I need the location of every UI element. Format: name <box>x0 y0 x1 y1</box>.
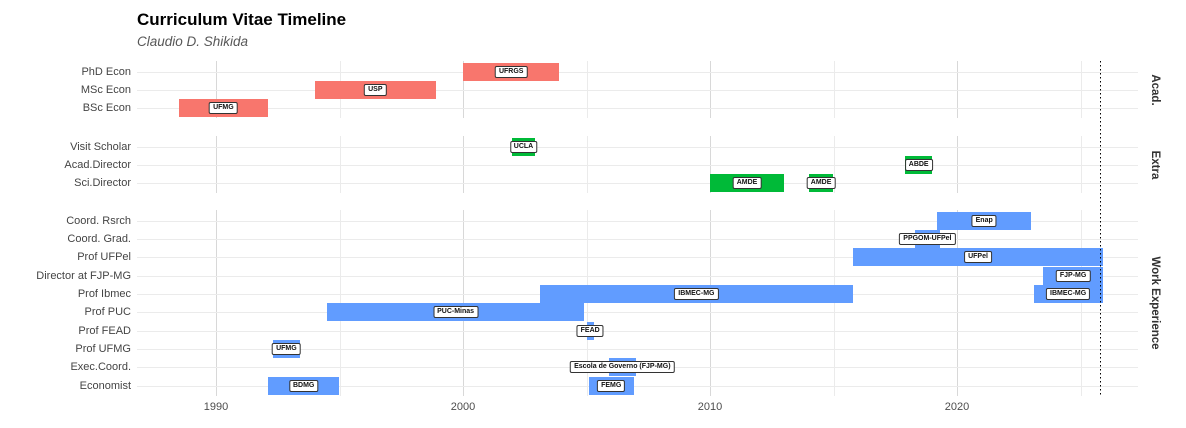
row-label: Coord. Grad. <box>67 232 131 245</box>
gridline-row-horizontal <box>137 330 1138 332</box>
gridline-major-vertical <box>463 136 464 193</box>
row-label: Acad.Director <box>64 158 131 171</box>
gridline-minor-vertical <box>339 136 341 193</box>
gridline-major-vertical <box>216 61 217 118</box>
gridline-minor-vertical <box>339 210 341 396</box>
gridline-minor-vertical <box>586 136 588 193</box>
facet-strip-label: Extra <box>1149 150 1161 179</box>
row-label: MSc Econ <box>80 83 131 96</box>
gridline-minor-vertical <box>833 210 835 396</box>
facet-panel: Enap PPGOM-UFPel UFPel FJP-MG IBMEC-MG IBMEC-… <box>137 210 1138 396</box>
row-label: Prof Ibmec <box>77 287 131 300</box>
gridline-row-horizontal <box>137 164 1138 166</box>
chart-title: Curriculum Vitae Timeline <box>137 10 347 29</box>
gridline-row-horizontal <box>137 275 1138 277</box>
gridline-major-vertical <box>463 210 464 396</box>
gridline-major-vertical <box>216 136 217 193</box>
x-axis-tick-label: 1990 <box>203 401 229 413</box>
chart-subtitle: Claudio D. Shikida <box>137 34 249 49</box>
gridline-row-horizontal <box>137 349 1138 350</box>
gridline-row-horizontal <box>137 238 1138 240</box>
bar-label: UFMG <box>209 102 238 115</box>
facet-strip-label: Acad. <box>1149 73 1161 106</box>
gridline-row-horizontal <box>137 220 1138 222</box>
today-marker-line <box>1100 61 1101 396</box>
bar-label: UFRGS <box>494 65 528 78</box>
gridline-row-horizontal <box>137 183 1138 185</box>
row-label: Visit Scholar <box>70 140 131 153</box>
gridline-major-vertical <box>216 210 217 396</box>
gridline-minor-vertical <box>833 61 835 118</box>
row-label: PhD Econ <box>81 65 131 78</box>
gridline-row-horizontal <box>137 312 1138 314</box>
bar-label: FEAD <box>576 324 604 337</box>
gridline-minor-vertical <box>586 210 588 396</box>
bar-label: UFMG <box>272 343 301 355</box>
x-axis-tick-label: 2020 <box>944 401 970 413</box>
facet-panel: UCLA ABDE AMDE AMDE <box>137 136 1138 193</box>
bar-label: ABDE <box>904 158 933 171</box>
row-label: Economist <box>79 379 131 392</box>
gridline-major-vertical <box>710 136 711 193</box>
gridline-major-vertical <box>710 210 711 396</box>
bar-label: FJP-MG <box>1055 269 1091 282</box>
gridline-minor-vertical <box>833 136 835 193</box>
bar-label: AMDE <box>806 177 836 190</box>
gridline-row-horizontal <box>137 257 1138 259</box>
gridline-major-vertical <box>957 210 958 396</box>
gridline-row-horizontal <box>137 89 1138 91</box>
bar-label: USP <box>364 83 387 96</box>
gridline-row-horizontal <box>137 146 1138 148</box>
bar-label: Enap <box>971 214 997 227</box>
gridline-major-vertical <box>957 61 958 118</box>
gridline-minor-vertical <box>1080 61 1082 118</box>
row-label: Prof FEAD <box>78 324 131 337</box>
gridline-row-horizontal <box>137 71 1138 73</box>
gridline-row-horizontal <box>137 385 1138 387</box>
bar-label: UCLA <box>509 140 538 153</box>
bar-label: FEMG <box>597 379 626 392</box>
row-label: Sci.Director <box>74 177 131 190</box>
gridline-minor-vertical <box>1080 136 1082 193</box>
row-label: Coord. Rsrch <box>66 214 131 227</box>
gridline-minor-vertical <box>586 61 588 118</box>
gridline-row-horizontal <box>137 108 1138 110</box>
gridline-major-vertical <box>957 136 958 193</box>
row-label: Prof UFPel <box>77 251 131 264</box>
facet-strip-label: Work Experience <box>1149 256 1161 350</box>
row-label: Exec.Coord. <box>70 361 131 374</box>
bar-label: Escola de Governo (FJP-MG) <box>570 361 675 374</box>
facet-panel: UFRGS USP UFMG <box>137 61 1138 118</box>
x-axis-tick-label: 2010 <box>697 401 723 413</box>
row-label: BSc Econ <box>82 102 131 115</box>
gridline-major-vertical <box>463 61 464 118</box>
bar-label: UFPel <box>964 251 992 264</box>
bar-label: PUC-Minas <box>433 306 479 319</box>
bar-label: IBMEC-MG <box>1046 287 1091 300</box>
row-label: Director at FJP-MG <box>36 269 131 282</box>
bar-label: PPGOM-UFPel <box>899 232 956 245</box>
row-label: Prof UFMG <box>75 343 131 355</box>
bar-label: IBMEC-MG <box>674 287 719 300</box>
x-axis-tick-label: 2000 <box>450 401 476 413</box>
bar-label: BDMG <box>288 379 319 392</box>
gridline-minor-vertical <box>1080 210 1082 396</box>
row-label: Prof PUC <box>84 306 131 319</box>
gridline-major-vertical <box>710 61 711 118</box>
bar-label: AMDE <box>732 177 762 190</box>
